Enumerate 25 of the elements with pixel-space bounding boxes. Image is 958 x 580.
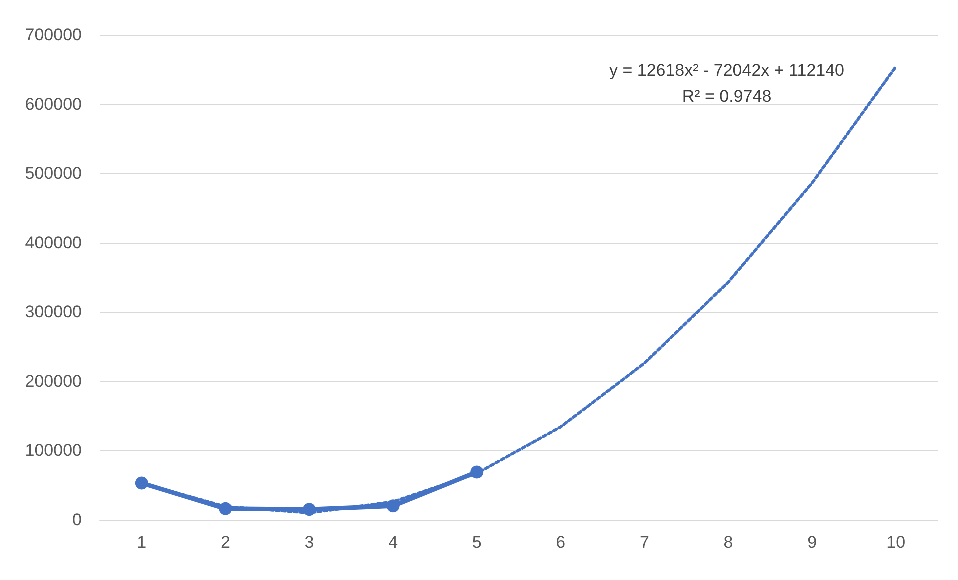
point (135, 476, 148, 490)
point (303, 503, 316, 516)
y-tick-label: 0 (72, 510, 82, 530)
y-tick-label: 400000 (25, 233, 82, 252)
x-tick-label: 5 (472, 533, 482, 552)
point (386, 500, 400, 513)
x-tick-label: 2 (220, 533, 230, 552)
x-tick-label: 3 (304, 533, 314, 552)
x-tick-label: 4 (388, 533, 398, 552)
x-tick-label: 10 (886, 533, 906, 552)
y-tick-label: 700000 (25, 26, 82, 44)
x-tick-label: 7 (640, 533, 650, 552)
y-tick-label: 500000 (25, 164, 82, 184)
x-tick-label: 8 (724, 533, 734, 552)
point (470, 466, 484, 479)
y-tick-label: 100000 (25, 441, 82, 460)
point (219, 502, 232, 516)
x-tick-label: 9 (808, 533, 818, 552)
annotation: y = 12618x² - 72042x + 112140 (609, 61, 845, 80)
annotation: R² = 0.9748 (682, 87, 772, 106)
x-tick-label: 6 (556, 533, 566, 552)
y-tick-label: 600000 (25, 94, 82, 114)
x-tick-label: 1 (137, 533, 147, 552)
y-tick-label: 200000 (25, 372, 82, 391)
y-tick-label: 300000 (25, 302, 82, 322)
